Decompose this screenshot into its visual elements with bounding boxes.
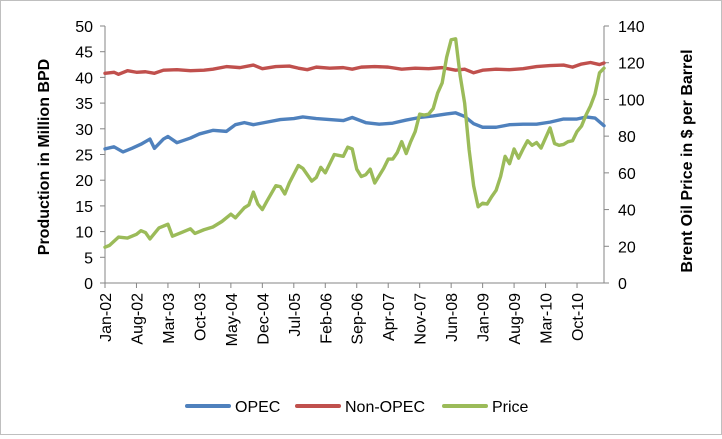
series-line-price — [103, 37, 606, 249]
right-tick-label: 140 — [618, 19, 645, 36]
left-tick-label: 50 — [75, 19, 93, 36]
x-tick-label: Jul-05 — [287, 293, 304, 337]
legend-label-opec: OPEC — [235, 399, 280, 416]
right-y-axis: 0 20 40 60 80 100 120 140 — [603, 19, 645, 293]
left-y-axis: 0 5 10 15 20 25 30 35 40 45 50 — [75, 19, 106, 293]
left-tick-label: 0 — [84, 276, 93, 293]
x-tick-label: Sep-06 — [350, 293, 367, 345]
right-tick-label: 60 — [618, 166, 636, 183]
x-tick-label: Oct-10 — [570, 293, 587, 341]
left-tick-label: 35 — [75, 96, 93, 113]
left-tick-label: 30 — [75, 122, 93, 139]
x-tick-label: Aug-09 — [507, 293, 524, 345]
left-tick-label: 45 — [75, 45, 93, 62]
right-tick-label: 20 — [618, 239, 636, 256]
x-axis: Jan-02 Aug-02 Mar-03 Oct-03 May-04 Dec-04 Jul-… — [98, 282, 604, 346]
right-tick-label: 80 — [618, 129, 636, 146]
left-tick-label: 25 — [75, 148, 93, 165]
legend-label-non-opec: Non-OPEC — [345, 399, 425, 416]
series-line-opec — [103, 111, 606, 154]
legend: OPEC Non-OPEC Price — [185, 399, 529, 416]
right-tick-label: 100 — [618, 92, 645, 109]
x-tick-label: Aug-02 — [129, 293, 146, 345]
right-tick-label: 120 — [618, 56, 645, 73]
x-tick-label: Mar-03 — [161, 293, 178, 344]
left-tick-label: 15 — [75, 199, 93, 216]
x-tick-label: Jan-02 — [98, 293, 115, 342]
x-tick-label: May-04 — [224, 293, 241, 346]
legend-label-price: Price — [492, 399, 529, 416]
left-tick-label: 5 — [84, 250, 93, 267]
left-tick-label: 10 — [75, 225, 93, 242]
right-y-axis-title: Brent Oil Price in $ per Barrel — [679, 49, 696, 272]
x-tick-label: Oct-03 — [192, 293, 209, 341]
x-tick-label: Nov-07 — [413, 293, 430, 345]
x-tick-label: Mar-10 — [539, 293, 556, 344]
x-tick-label: Jan-09 — [476, 293, 493, 342]
left-tick-label: 40 — [75, 70, 93, 87]
series-group — [103, 37, 606, 249]
right-tick-label: 0 — [618, 276, 627, 293]
x-tick-label: Feb-06 — [318, 293, 335, 344]
left-y-axis-title: Production in Million BPD — [36, 59, 53, 255]
x-tick-label: Dec-04 — [255, 293, 272, 345]
series-line-non-opec — [103, 60, 606, 77]
right-tick-label: 40 — [618, 203, 636, 220]
x-tick-label: Jun-08 — [444, 293, 461, 342]
x-tick-label: Apr-07 — [381, 293, 398, 341]
left-tick-label: 20 — [75, 173, 93, 190]
